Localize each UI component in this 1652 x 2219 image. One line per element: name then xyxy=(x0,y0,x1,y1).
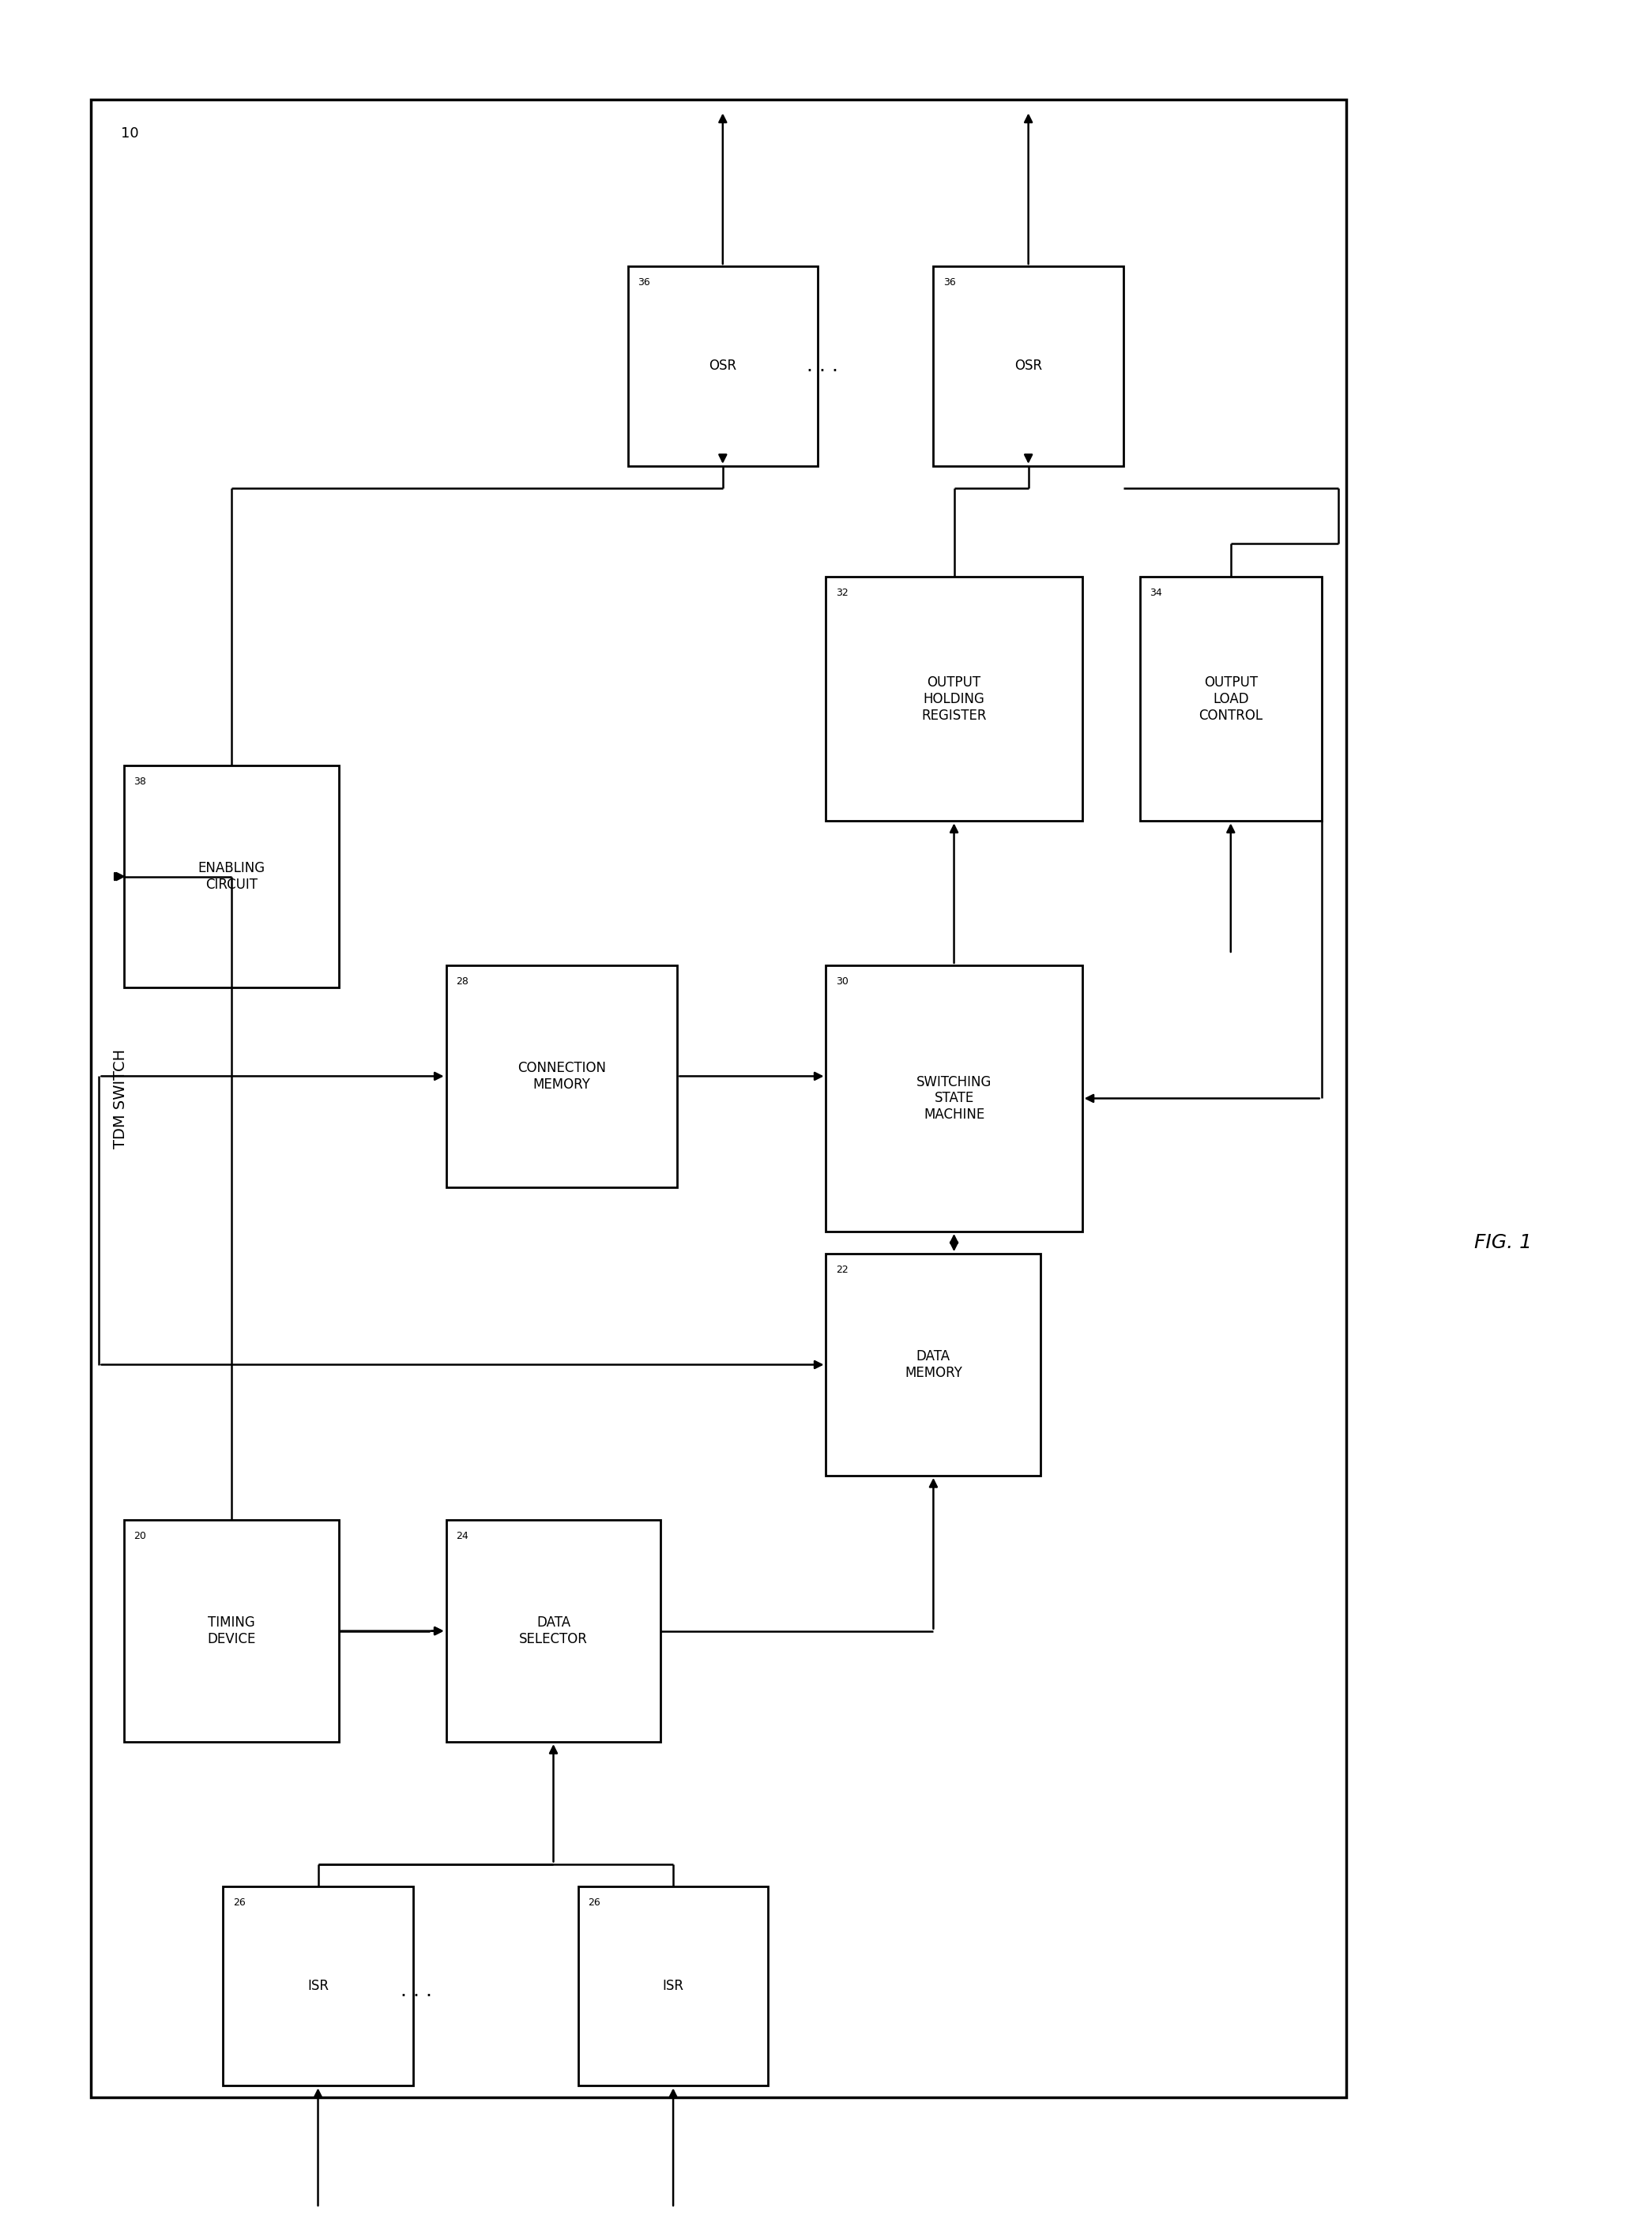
Text: . . .: . . . xyxy=(400,1982,433,1999)
Text: 30: 30 xyxy=(836,976,849,987)
Bar xyxy=(124,766,339,987)
Text: FIG. 1: FIG. 1 xyxy=(1475,1234,1531,1252)
Text: TDM SWITCH: TDM SWITCH xyxy=(112,1050,129,1147)
Bar xyxy=(1140,577,1322,821)
Bar xyxy=(628,266,818,466)
Text: 26: 26 xyxy=(588,1897,601,1908)
Bar xyxy=(446,965,677,1187)
Bar xyxy=(446,1520,661,1742)
Bar xyxy=(933,266,1123,466)
Text: 34: 34 xyxy=(1150,588,1163,599)
Text: ENABLING
CIRCUIT: ENABLING CIRCUIT xyxy=(198,861,264,892)
Text: 26: 26 xyxy=(233,1897,246,1908)
Text: ISR: ISR xyxy=(307,1979,329,1993)
Bar xyxy=(124,1520,339,1742)
Text: DATA
SELECTOR: DATA SELECTOR xyxy=(519,1615,588,1646)
Bar xyxy=(578,1886,768,2086)
Text: 20: 20 xyxy=(134,1531,147,1542)
Text: CONNECTION
MEMORY: CONNECTION MEMORY xyxy=(517,1061,606,1092)
Text: 36: 36 xyxy=(638,277,651,288)
Text: SWITCHING
STATE
MACHINE: SWITCHING STATE MACHINE xyxy=(917,1074,991,1123)
Text: ISR: ISR xyxy=(662,1979,684,1993)
Bar xyxy=(826,577,1082,821)
Text: 10: 10 xyxy=(121,126,139,140)
Bar xyxy=(826,1254,1041,1476)
Text: DATA
MEMORY: DATA MEMORY xyxy=(905,1349,961,1380)
Text: 28: 28 xyxy=(456,976,469,987)
Bar xyxy=(91,100,1346,2097)
Text: 22: 22 xyxy=(836,1265,849,1276)
Text: . . .: . . . xyxy=(806,357,839,375)
Text: OUTPUT
LOAD
CONTROL: OUTPUT LOAD CONTROL xyxy=(1199,675,1262,723)
Text: 36: 36 xyxy=(943,277,957,288)
Bar xyxy=(223,1886,413,2086)
Bar xyxy=(826,965,1082,1232)
Text: OSR: OSR xyxy=(1014,359,1042,373)
Text: OUTPUT
HOLDING
REGISTER: OUTPUT HOLDING REGISTER xyxy=(922,675,986,723)
Text: 32: 32 xyxy=(836,588,849,599)
Text: OSR: OSR xyxy=(709,359,737,373)
Text: 24: 24 xyxy=(456,1531,469,1542)
Text: TIMING
DEVICE: TIMING DEVICE xyxy=(206,1615,256,1646)
Text: 38: 38 xyxy=(134,777,147,788)
